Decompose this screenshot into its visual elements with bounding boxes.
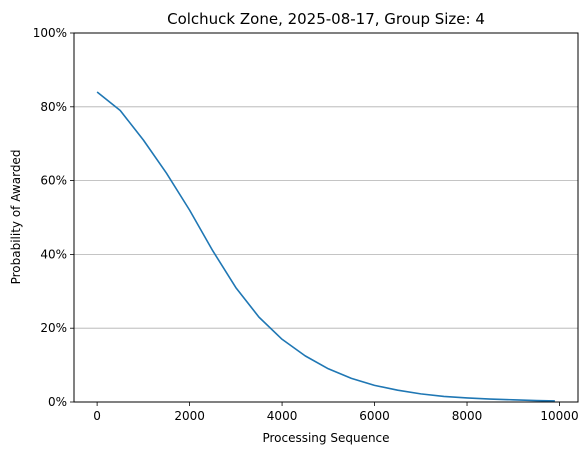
gridlines bbox=[74, 106, 578, 329]
x-tick-label: 10000 bbox=[540, 409, 578, 423]
x-tick-label: 6000 bbox=[359, 409, 390, 423]
y-tick-label: 0% bbox=[48, 395, 67, 409]
x-tick-label: 8000 bbox=[452, 409, 483, 423]
chart-title: Colchuck Zone, 2025-08-17, Group Size: 4 bbox=[167, 10, 485, 28]
plot-frame bbox=[73, 32, 579, 403]
y-tick-label: 100% bbox=[33, 26, 67, 40]
y-tick-label: 80% bbox=[40, 100, 67, 114]
y-tick-label: 40% bbox=[40, 247, 67, 261]
series-layer bbox=[96, 91, 555, 402]
x-axis: 0 2000 4000 6000 8000 10000 bbox=[93, 402, 579, 423]
series-line bbox=[96, 91, 555, 402]
y-tick-label: 20% bbox=[40, 321, 67, 335]
y-axis: 0% 20% 40% 60% 80% 100% bbox=[33, 26, 74, 409]
x-tick-label: 2000 bbox=[174, 409, 205, 423]
x-tick-label: 4000 bbox=[267, 409, 298, 423]
y-tick-label: 60% bbox=[40, 174, 67, 188]
y-axis-label: Probability of Awarded bbox=[9, 150, 23, 285]
x-tick-label: 0 bbox=[93, 409, 101, 423]
x-axis-label: Processing Sequence bbox=[262, 431, 389, 445]
